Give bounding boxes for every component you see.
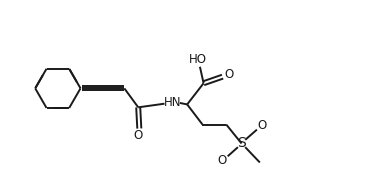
Text: S: S [237, 137, 246, 151]
Text: HO: HO [189, 53, 207, 66]
Text: O: O [134, 129, 143, 142]
Text: O: O [218, 154, 227, 167]
Text: O: O [224, 68, 234, 81]
Text: HN: HN [163, 96, 181, 109]
Text: O: O [258, 119, 267, 132]
